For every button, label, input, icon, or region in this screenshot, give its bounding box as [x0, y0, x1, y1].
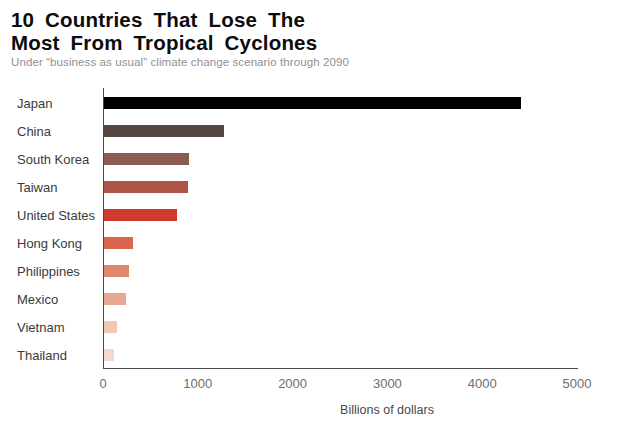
- bar-south-korea: [104, 153, 189, 165]
- x-tick-label-3000: 3000: [373, 376, 402, 391]
- country-label-south-korea: South Korea: [17, 151, 89, 166]
- bar-japan: [104, 97, 521, 109]
- country-label-china: China: [17, 123, 51, 138]
- bar-united-states: [104, 209, 177, 221]
- bar-taiwan: [104, 181, 188, 193]
- chart-title-line1: 10 Countries That Lose The: [11, 8, 317, 31]
- country-label-taiwan: Taiwan: [17, 179, 57, 194]
- bar-hong-kong: [104, 237, 133, 249]
- bar-thailand: [104, 349, 114, 361]
- chart-subtitle: Under “business as usual” climate change…: [11, 56, 349, 68]
- country-label-mexico: Mexico: [17, 291, 58, 306]
- country-label-vietnam: Vietnam: [17, 319, 64, 334]
- x-axis-label: Billions of dollars: [340, 403, 434, 417]
- chart-title-line2: Most From Tropical Cyclones: [11, 31, 317, 54]
- country-label-philippines: Philippines: [17, 263, 80, 278]
- country-label-hong-kong: Hong Kong: [17, 235, 82, 250]
- bar-china: [104, 125, 224, 137]
- x-tick-label-1000: 1000: [183, 376, 212, 391]
- bar-vietnam: [104, 321, 117, 333]
- chart-title: 10 Countries That Lose The Most From Tro…: [11, 8, 317, 54]
- x-tick-label-2000: 2000: [278, 376, 307, 391]
- x-tick-label-0: 0: [99, 376, 106, 391]
- country-label-japan: Japan: [17, 95, 52, 110]
- bar-mexico: [104, 293, 126, 305]
- x-tick-label-5000: 5000: [563, 376, 592, 391]
- plot-area: [103, 88, 578, 369]
- country-label-united-states: United States: [17, 207, 95, 222]
- chart-canvas: 10 Countries That Lose The Most From Tro…: [0, 0, 640, 427]
- x-tick-label-4000: 4000: [468, 376, 497, 391]
- country-label-thailand: Thailand: [17, 347, 67, 362]
- bar-philippines: [104, 265, 129, 277]
